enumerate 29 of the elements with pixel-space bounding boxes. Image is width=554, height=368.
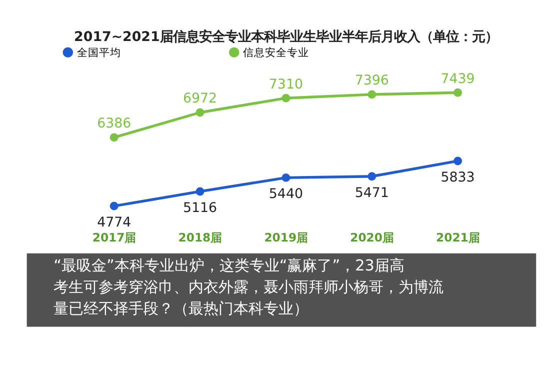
data-label: 5471 xyxy=(354,186,389,201)
data-label: 5440 xyxy=(268,187,303,202)
legend-label: 全国平均 xyxy=(76,46,121,59)
x-tick-label: 2021届 xyxy=(436,230,480,244)
point xyxy=(110,133,118,142)
data-label: 6386 xyxy=(97,116,132,132)
data-label: 5116 xyxy=(182,201,218,216)
data-label: 7310 xyxy=(268,77,303,92)
data-label: 6972 xyxy=(182,92,218,107)
point xyxy=(368,90,376,99)
text: “最吸金”本科专业出炉，这类专业“赢麻了”，23届高考生可参考穿浴巾、内衣外露，聂小雨拜师小杨哥，为博流量已经不择手段？（最热门本科专业） xyxy=(54,256,444,318)
point xyxy=(110,202,118,210)
data-label: 4774 xyxy=(97,216,132,231)
data-label: 7396 xyxy=(354,74,389,89)
point xyxy=(368,172,376,181)
point xyxy=(196,108,204,117)
x-tick-label: 2019届 xyxy=(264,230,309,244)
data-label: 5833 xyxy=(440,170,475,186)
data-label: 7439 xyxy=(440,72,475,87)
point xyxy=(454,156,462,166)
point xyxy=(454,88,462,97)
x-tick-label: 2017届 xyxy=(92,230,137,244)
point xyxy=(196,187,204,196)
x-tick-label: 2020届 xyxy=(350,230,394,244)
point xyxy=(282,94,290,102)
legend-label: 信息安全专业 xyxy=(243,46,310,59)
chart-title: 2017~2021届信息安全专业本科毕业生毕业半年后月收入（单位：元） xyxy=(74,28,498,45)
x-tick-label: 2018届 xyxy=(178,230,223,244)
point xyxy=(282,173,290,182)
